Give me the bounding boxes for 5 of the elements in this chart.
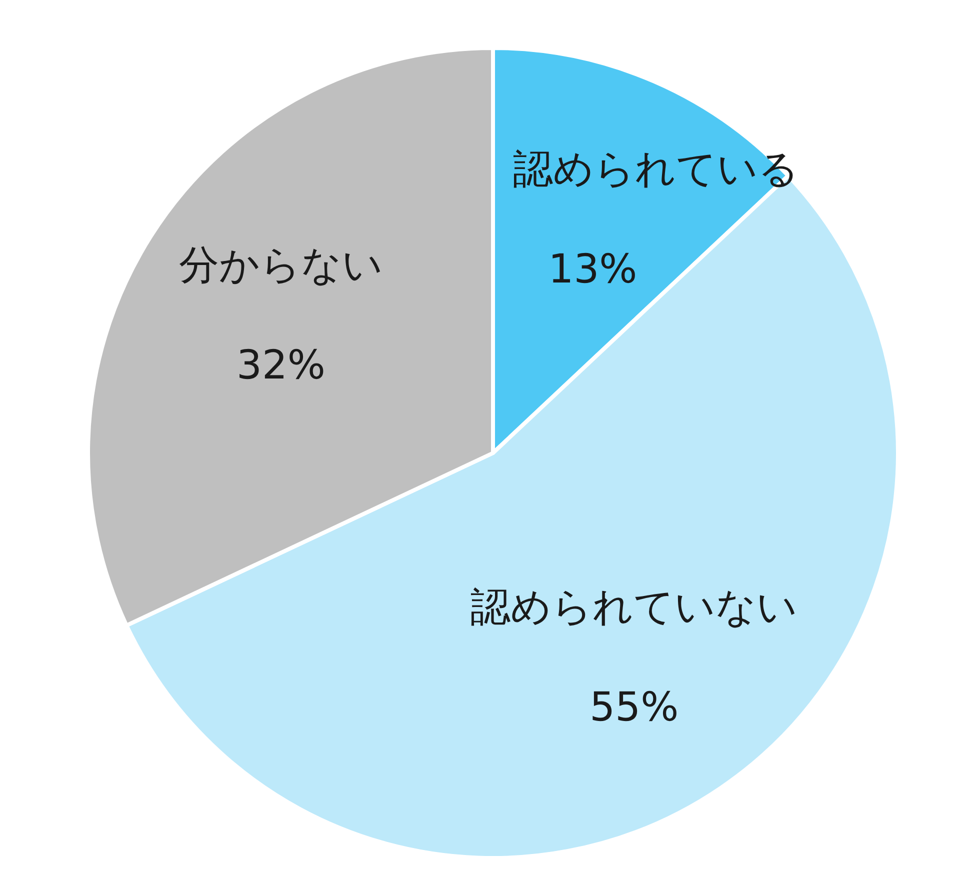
data-label: 32% bbox=[236, 342, 326, 388]
data-label: 55% bbox=[590, 684, 679, 731]
data-label: 13% bbox=[548, 246, 638, 293]
slice-label: 分からない bbox=[178, 242, 383, 288]
slice-label: 認められていない bbox=[470, 584, 798, 631]
